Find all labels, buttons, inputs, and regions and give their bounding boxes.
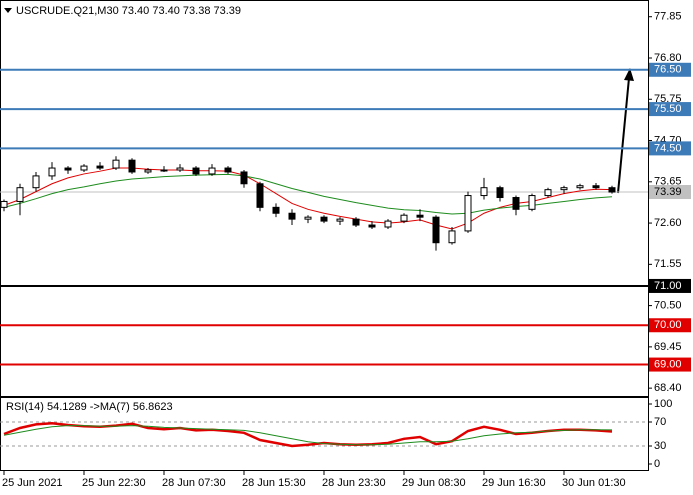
y-tick-label: 0 bbox=[654, 458, 660, 470]
candle-body bbox=[352, 218, 360, 226]
candle-body bbox=[32, 175, 40, 189]
y-tick-label: 76.80 bbox=[654, 52, 682, 64]
level-box bbox=[649, 278, 691, 293]
rsi-title: RSI(14) 54.1289 ->MA(7) 56.8623 bbox=[6, 401, 173, 413]
level-box bbox=[649, 357, 691, 372]
candle-body bbox=[112, 159, 120, 169]
forecast-arrow bbox=[617, 77, 630, 194]
rsi-line bbox=[3, 421, 613, 448]
last-price-label: 73.39 bbox=[654, 186, 682, 198]
chart-title: USCRUDE.Q21,M30 73.40 73.40 73.38 73.39 bbox=[16, 5, 241, 17]
candle-body bbox=[528, 195, 536, 210]
level-label: 69.00 bbox=[654, 358, 682, 370]
x-tick-label: 25 Jun 22:30 bbox=[82, 477, 146, 489]
candle-body bbox=[608, 187, 616, 193]
candle-body bbox=[368, 224, 376, 228]
forecast-arrow-head bbox=[624, 68, 634, 81]
x-tick-label: 28 Jun 23:30 bbox=[322, 477, 386, 489]
candle-body bbox=[16, 187, 24, 202]
candle-body bbox=[432, 216, 440, 244]
candle-body bbox=[512, 197, 520, 210]
candle-body bbox=[160, 169, 168, 172]
y-tick-label: 70.50 bbox=[654, 300, 682, 312]
candle-body bbox=[144, 169, 152, 173]
candle-body bbox=[64, 167, 72, 171]
y-tick-label: 68.40 bbox=[654, 382, 682, 394]
y-tick-label: 100 bbox=[654, 398, 672, 410]
candle-body bbox=[96, 165, 104, 169]
candle-body bbox=[384, 220, 392, 228]
candle-body bbox=[272, 206, 280, 214]
candle-body bbox=[560, 187, 568, 191]
x-tick-label: 29 Jun 16:30 bbox=[482, 477, 546, 489]
candle-body bbox=[48, 167, 56, 177]
candle-body bbox=[496, 187, 504, 199]
x-tick-label: 29 Jun 08:30 bbox=[402, 477, 466, 489]
rsi-frame bbox=[0, 397, 649, 471]
y-tick-label: 70 bbox=[654, 416, 666, 428]
level-box bbox=[649, 318, 691, 333]
candle-body bbox=[464, 195, 472, 232]
rsi-line bbox=[3, 425, 613, 446]
candle-body bbox=[80, 165, 88, 171]
candle-body bbox=[320, 216, 328, 222]
level-box bbox=[649, 102, 691, 117]
level-box bbox=[649, 141, 691, 156]
candle-body bbox=[0, 200, 8, 208]
y-tick-label: 71.55 bbox=[654, 258, 682, 270]
y-tick-label: 73.65 bbox=[654, 176, 682, 188]
moving-average bbox=[3, 173, 613, 215]
candle-body bbox=[592, 185, 600, 189]
x-tick-label: 25 Jun 2021 bbox=[2, 477, 63, 489]
candle-body bbox=[336, 218, 344, 222]
candle-body bbox=[176, 167, 184, 171]
candle-body bbox=[576, 185, 584, 189]
title-icon bbox=[4, 8, 12, 13]
level-label: 71.00 bbox=[654, 280, 682, 292]
candle-body bbox=[400, 214, 408, 222]
moving-average bbox=[3, 167, 613, 230]
candle-body bbox=[240, 171, 248, 185]
y-tick-label: 72.60 bbox=[654, 217, 682, 229]
candle-body bbox=[304, 216, 312, 220]
x-tick-label: 28 Jun 07:30 bbox=[162, 477, 226, 489]
x-tick-label: 28 Jun 15:30 bbox=[242, 477, 306, 489]
candle-body bbox=[480, 187, 488, 197]
main-frame bbox=[0, 0, 649, 397]
candle-body bbox=[208, 167, 216, 175]
level-label: 74.50 bbox=[654, 142, 682, 154]
y-tick-label: 69.45 bbox=[654, 341, 682, 353]
y-tick-label: 77.85 bbox=[654, 11, 682, 23]
last-price-box bbox=[649, 185, 691, 200]
y-tick-label: 30 bbox=[654, 440, 666, 452]
candle-body bbox=[128, 159, 136, 173]
candle-body bbox=[288, 212, 296, 220]
level-label: 75.50 bbox=[654, 103, 682, 115]
level-box bbox=[649, 62, 691, 77]
candle-body bbox=[448, 230, 456, 244]
level-label: 76.50 bbox=[654, 64, 682, 76]
candle-body bbox=[416, 214, 424, 218]
x-tick-label: 30 Jun 01:30 bbox=[562, 477, 626, 489]
candle-body bbox=[256, 183, 264, 208]
candle-body bbox=[544, 189, 552, 197]
level-label: 70.00 bbox=[654, 319, 682, 331]
candle-body bbox=[224, 167, 232, 173]
candle-body bbox=[192, 167, 200, 175]
